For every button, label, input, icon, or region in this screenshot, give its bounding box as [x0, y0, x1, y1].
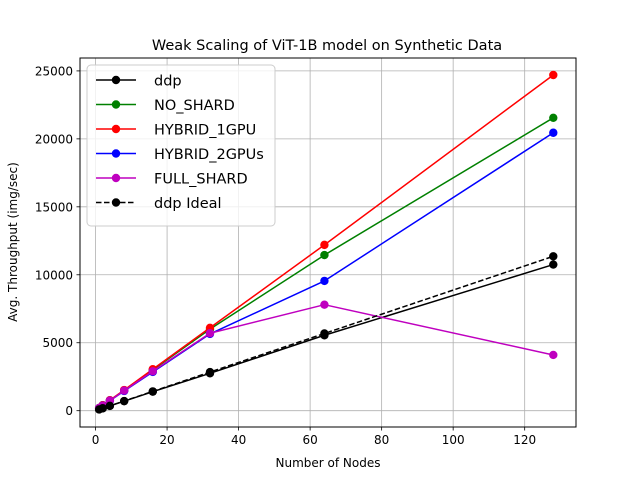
data-point-hybrid-2gpus — [320, 276, 329, 286]
x-tick-label: 100 — [442, 433, 465, 447]
legend-label-no-shard: NO_SHARD — [154, 98, 235, 114]
data-point-full-shard — [320, 300, 329, 309]
data-point-no-shard — [320, 250, 329, 260]
series-layer — [94, 70, 558, 414]
plot-area-frame — [79, 57, 577, 428]
legend-marker-hybrid-1gpu — [111, 124, 121, 134]
legend-label-hybrid-2gpus: HYBRID_2GPUs — [154, 147, 264, 163]
data-point-full-shard — [205, 329, 215, 338]
legend-marker-ddp-ideal — [111, 198, 121, 207]
x-axis-label: Number of Nodes — [276, 456, 381, 470]
y-tick-label: 20000 — [35, 132, 73, 146]
x-tick-label: 0 — [92, 433, 100, 447]
y-tick-label: 0 — [65, 404, 73, 418]
data-point-hybrid-1gpu — [549, 70, 558, 80]
x-tick-label: 40 — [231, 433, 246, 447]
y-tick-label: 10000 — [35, 268, 73, 282]
chart-title: Weak Scaling of ViT-1B model on Syntheti… — [152, 38, 502, 54]
data-point-ddp — [549, 260, 558, 269]
data-point-full-shard — [119, 386, 129, 395]
data-point-ddp-ideal — [320, 329, 329, 338]
data-point-ddp-ideal — [148, 387, 157, 396]
x-tick-label: 80 — [374, 433, 389, 447]
data-point-ddp-ideal — [205, 367, 215, 377]
x-tick-label: 120 — [513, 433, 536, 447]
data-point-full-shard — [549, 350, 558, 360]
ticks: 0 20 40 60 80 100 120 0 5000 10000 15000 20000 25000 — [35, 64, 536, 447]
data-point-hybrid-2gpus — [549, 128, 558, 137]
legend-marker-full-shard — [111, 173, 121, 183]
y-tick-label: 15000 — [35, 200, 73, 214]
data-point-no-shard — [549, 113, 558, 123]
legend-label-hybrid-1gpu: HYBRID_1GPU — [154, 123, 256, 139]
legend-label-ddp: ddp — [154, 74, 182, 90]
legend-marker-ddp — [111, 75, 121, 85]
legend: ddp NO_SHARD HYBRID_1GPU HYBRID_2GPUs FULL_S… — [86, 64, 276, 227]
legend-marker-no-shard — [111, 100, 121, 109]
data-point-ddp-ideal — [105, 401, 115, 410]
legend-label-full-shard: FULL_SHARD — [154, 172, 248, 188]
legend-marker-hybrid-2gpus — [111, 149, 121, 158]
data-point-hybrid-1gpu — [320, 240, 329, 250]
x-tick-label: 20 — [159, 433, 174, 447]
y-tick-label: 5000 — [42, 336, 73, 350]
data-point-ddp-ideal — [119, 396, 129, 406]
data-point-ddp-ideal — [549, 252, 558, 261]
y-axis-label: Avg. Throughput (img/sec) — [6, 162, 20, 322]
data-point-ddp-ideal — [98, 404, 107, 413]
x-tick-label: 60 — [302, 433, 317, 447]
legend-label-ddp-ideal: ddp Ideal — [154, 196, 222, 212]
y-tick-label: 25000 — [35, 64, 73, 78]
data-point-full-shard — [148, 367, 157, 376]
